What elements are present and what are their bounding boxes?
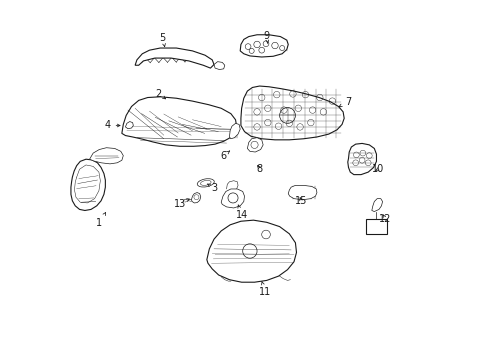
Polygon shape [241,86,344,140]
Text: 7: 7 [339,97,351,107]
Text: 10: 10 [371,164,383,174]
Polygon shape [214,62,224,69]
Polygon shape [191,193,201,203]
Text: 11: 11 [259,282,271,297]
Polygon shape [122,97,236,146]
Polygon shape [125,122,133,129]
Polygon shape [240,35,287,57]
Text: 2: 2 [155,89,165,99]
Polygon shape [71,159,105,211]
Polygon shape [371,199,382,212]
Polygon shape [247,138,263,152]
Polygon shape [229,123,240,139]
Text: 9: 9 [263,31,269,44]
Text: 4: 4 [104,121,120,130]
Text: 5: 5 [159,33,165,46]
Polygon shape [206,220,296,282]
Polygon shape [135,48,214,68]
Text: 8: 8 [256,163,263,174]
Text: 6: 6 [220,150,229,161]
Text: 1: 1 [96,212,105,228]
Polygon shape [221,189,244,208]
Text: 14: 14 [235,205,247,220]
Text: 13: 13 [173,199,189,210]
Text: 12: 12 [378,214,390,224]
Text: 15: 15 [294,196,307,206]
Bar [366,220,386,234]
Text: 3: 3 [207,183,217,193]
Polygon shape [347,143,376,175]
Polygon shape [89,148,123,164]
Polygon shape [287,185,316,200]
Ellipse shape [197,179,214,187]
